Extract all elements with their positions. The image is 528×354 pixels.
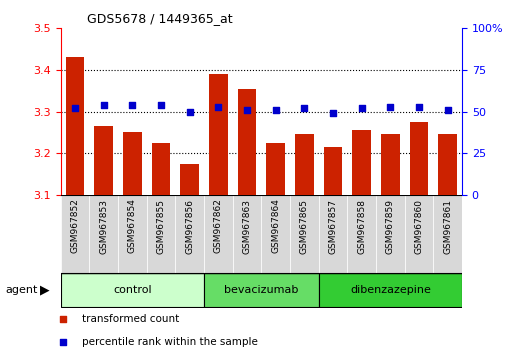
Bar (209, 74, 228, 195)
Bar (175, 195, 204, 273)
Bar (295, 135, 314, 195)
Point (329, 110, 337, 116)
Bar (410, 122, 428, 195)
Text: GSM967863: GSM967863 (242, 199, 251, 253)
Bar (381, 135, 400, 195)
Text: control: control (113, 285, 152, 295)
Bar (147, 195, 175, 273)
Text: GSM967865: GSM967865 (300, 199, 309, 253)
Point (71, 105, 79, 111)
Bar (204, 273, 319, 307)
Bar (61, 195, 89, 273)
Point (300, 105, 308, 111)
Point (59, 316, 68, 322)
Text: GSM967859: GSM967859 (386, 199, 395, 253)
Bar (352, 130, 371, 195)
Text: ▶: ▶ (40, 284, 49, 297)
Text: percentile rank within the sample: percentile rank within the sample (82, 337, 258, 348)
Text: GSM967856: GSM967856 (185, 199, 194, 253)
Bar (290, 195, 319, 273)
Bar (118, 195, 147, 273)
Point (214, 104, 223, 109)
Text: transformed count: transformed count (82, 314, 179, 325)
Point (128, 102, 137, 108)
Point (157, 102, 165, 108)
Text: GSM967860: GSM967860 (414, 199, 423, 253)
Text: GSM967864: GSM967864 (271, 199, 280, 253)
Bar (266, 143, 285, 195)
Text: bevacizumab: bevacizumab (224, 285, 298, 295)
Point (415, 104, 423, 109)
Text: GSM967854: GSM967854 (128, 199, 137, 253)
Bar (89, 195, 118, 273)
Text: GSM967855: GSM967855 (156, 199, 166, 253)
Bar (233, 195, 261, 273)
Point (386, 104, 394, 109)
Point (185, 109, 194, 114)
Text: GSM967858: GSM967858 (357, 199, 366, 253)
Bar (152, 143, 171, 195)
Text: GDS5678 / 1449365_at: GDS5678 / 1449365_at (87, 12, 233, 25)
Bar (238, 88, 257, 195)
Bar (204, 195, 233, 273)
Bar (376, 195, 404, 273)
Text: GSM967862: GSM967862 (214, 199, 223, 253)
Bar (404, 195, 433, 273)
Bar (324, 147, 342, 195)
Point (59, 340, 68, 346)
Text: GSM967857: GSM967857 (328, 199, 337, 253)
Text: GSM967861: GSM967861 (443, 199, 452, 253)
Bar (181, 164, 199, 195)
Bar (347, 195, 376, 273)
Bar (319, 195, 347, 273)
Point (99, 102, 108, 108)
Point (357, 105, 366, 111)
Bar (438, 135, 457, 195)
Point (444, 107, 452, 113)
Bar (123, 132, 142, 195)
Text: GSM967853: GSM967853 (99, 199, 108, 253)
Text: dibenzazepine: dibenzazepine (350, 285, 431, 295)
Bar (61, 273, 204, 307)
Bar (95, 126, 113, 195)
Text: GSM967852: GSM967852 (71, 199, 80, 253)
Bar (66, 57, 84, 195)
Bar (319, 273, 462, 307)
Point (243, 107, 251, 113)
Bar (433, 195, 462, 273)
Bar (261, 195, 290, 273)
Text: agent: agent (5, 285, 37, 295)
Point (271, 107, 280, 113)
